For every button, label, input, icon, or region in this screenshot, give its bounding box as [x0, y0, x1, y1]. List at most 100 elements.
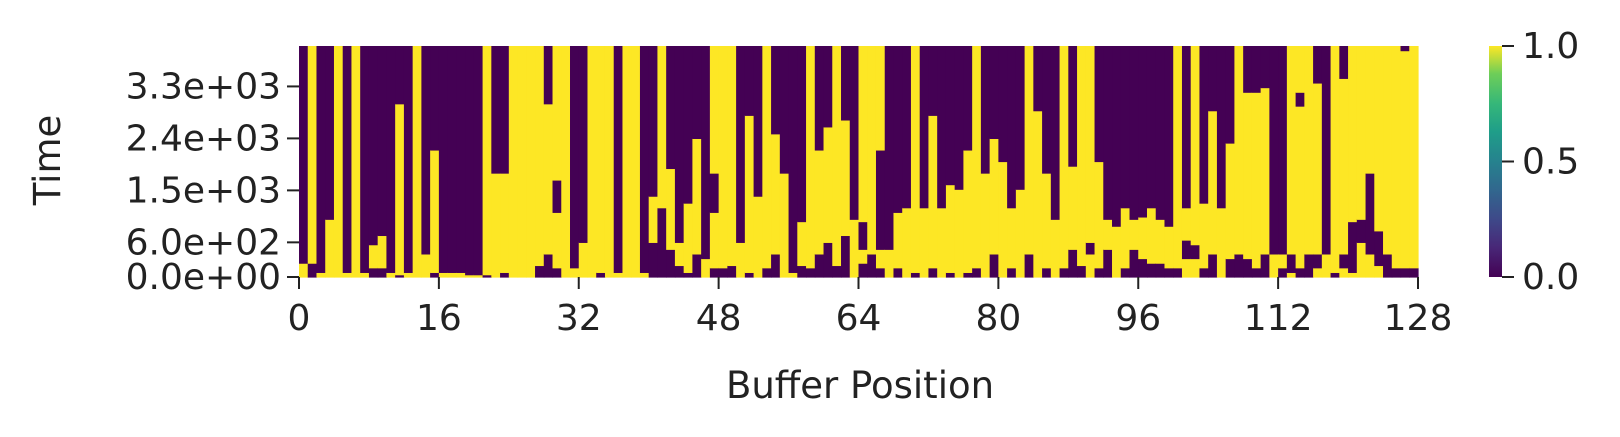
- heatmap-cell: [1365, 46, 1375, 174]
- heatmap-cell: [596, 272, 606, 278]
- heatmap-cell: [1094, 46, 1104, 163]
- heatmap-cell: [552, 267, 562, 278]
- heatmap-cell: [928, 267, 938, 278]
- heatmap-cell: [1269, 253, 1279, 278]
- heatmap-cell: [683, 46, 693, 204]
- heatmap-cell: [1146, 263, 1157, 278]
- heatmap-cell: [639, 272, 650, 278]
- heatmap-cell: [1295, 46, 1305, 93]
- heatmap-cell: [299, 263, 309, 278]
- heatmap-cell: [1085, 46, 1096, 243]
- heatmap-cell: [928, 115, 938, 269]
- heatmap-cell: [403, 272, 414, 278]
- heatmap-cell: [753, 46, 763, 197]
- heatmap-cell: [648, 242, 659, 278]
- heatmap-cell: [1313, 253, 1323, 269]
- heatmap-cell: [377, 46, 388, 237]
- heatmap-cell: [744, 46, 755, 116]
- heatmap-cell: [910, 272, 921, 278]
- heatmap-cell: [972, 267, 982, 278]
- heatmap-cell: [1278, 253, 1288, 269]
- heatmap-cell: [1286, 253, 1297, 273]
- heatmap-cell: [360, 46, 370, 273]
- heatmap-cell: [421, 46, 431, 255]
- heatmap-cell: [1356, 242, 1367, 278]
- heatmap-cell: [395, 103, 405, 276]
- heatmap-cell: [1085, 242, 1096, 255]
- heatmap-cell: [1129, 46, 1139, 220]
- colorbar: [1489, 46, 1502, 277]
- heatmap-cell: [666, 168, 676, 250]
- heatmap-cell: [368, 267, 379, 278]
- heatmap-cell: [1409, 267, 1419, 278]
- heatmap-cell: [1094, 161, 1104, 269]
- heatmap-cell: [648, 196, 659, 243]
- heatmap-cell: [543, 103, 554, 255]
- heatmap-cell: [360, 272, 370, 278]
- heatmap-cell: [893, 267, 903, 278]
- heatmap-cell: [841, 46, 851, 121]
- heatmap-cell: [1251, 46, 1262, 93]
- heatmap-cell: [1313, 82, 1323, 255]
- heatmap-cell: [1103, 249, 1113, 278]
- heatmap-cell: [736, 46, 746, 243]
- heatmap-cell: [578, 46, 589, 243]
- colorbar-tick-label: 1.0: [1522, 26, 1579, 67]
- heatmap-cell: [945, 272, 956, 278]
- heatmap-cell: [884, 46, 895, 250]
- heatmap-cell: [535, 46, 545, 267]
- heatmap-cell: [753, 196, 763, 278]
- x-axis-label: Buffer Position: [726, 364, 994, 407]
- heatmap-cell: [1391, 46, 1402, 269]
- heatmap-cell: [718, 46, 728, 269]
- x-tick-label: 48: [696, 298, 742, 339]
- heatmap-cell: [325, 219, 335, 278]
- heatmap-cell: [1356, 219, 1367, 243]
- heatmap-cell: [1304, 46, 1314, 255]
- heatmap-cell: [578, 242, 589, 278]
- heatmap-cell: [666, 249, 676, 278]
- heatmap-cell: [1181, 240, 1192, 260]
- heatmap-cell: [858, 221, 868, 250]
- heatmap-cell: [648, 46, 659, 197]
- heatmap-cell: [1138, 216, 1148, 260]
- heatmap-cell: [736, 242, 746, 278]
- heatmap-cell: [552, 212, 562, 269]
- heatmap-cell: [552, 46, 562, 181]
- y-axis: 0.0e+006.0e+02 1.5e+03 2.4e+03 3.3e+03: [126, 66, 299, 298]
- y-tick-label: 6.0e+02: [126, 222, 281, 263]
- x-tick-label: 0: [288, 298, 311, 339]
- heatmap-cell: [875, 249, 886, 269]
- heatmap-cell: [1400, 267, 1410, 278]
- heatmap-cell: [1164, 267, 1174, 278]
- heatmap-cell: [1068, 46, 1078, 167]
- heatmap-cell: [377, 267, 388, 278]
- heatmap-cell: [1278, 267, 1288, 278]
- heatmap-cell: [1112, 226, 1122, 278]
- heatmap-cell: [674, 242, 685, 267]
- heatmap-cell: [849, 46, 860, 220]
- y-tick-label: 2.4e+03: [126, 118, 281, 159]
- heatmap-cell: [1400, 50, 1410, 269]
- heatmap-cell: [797, 265, 807, 278]
- heatmap-cell: [1348, 46, 1358, 223]
- heatmap-cell: [1321, 253, 1332, 278]
- heatmap-cell: [1208, 110, 1218, 255]
- heatmap-cell: [517, 46, 527, 278]
- heatmap-cell: [1138, 46, 1148, 218]
- heatmap-cell: [1050, 219, 1061, 278]
- heatmap-cell: [1103, 219, 1113, 250]
- heatmap-cell: [421, 253, 431, 278]
- heatmap-cell: [1199, 267, 1209, 278]
- heatmap-cell: [709, 212, 720, 269]
- heatmap-cell: [1059, 267, 1069, 278]
- heatmap-cell: [447, 46, 457, 273]
- heatmap-cell: [902, 207, 912, 278]
- heatmap-cell: [989, 253, 999, 278]
- heatmap-cell: [613, 272, 624, 278]
- heatmap-cell: [1085, 253, 1096, 278]
- heatmap-cell: [316, 272, 326, 278]
- heatmap-cell: [709, 46, 720, 174]
- heatmap-cell: [692, 253, 702, 278]
- heatmap-cell: [1094, 267, 1104, 278]
